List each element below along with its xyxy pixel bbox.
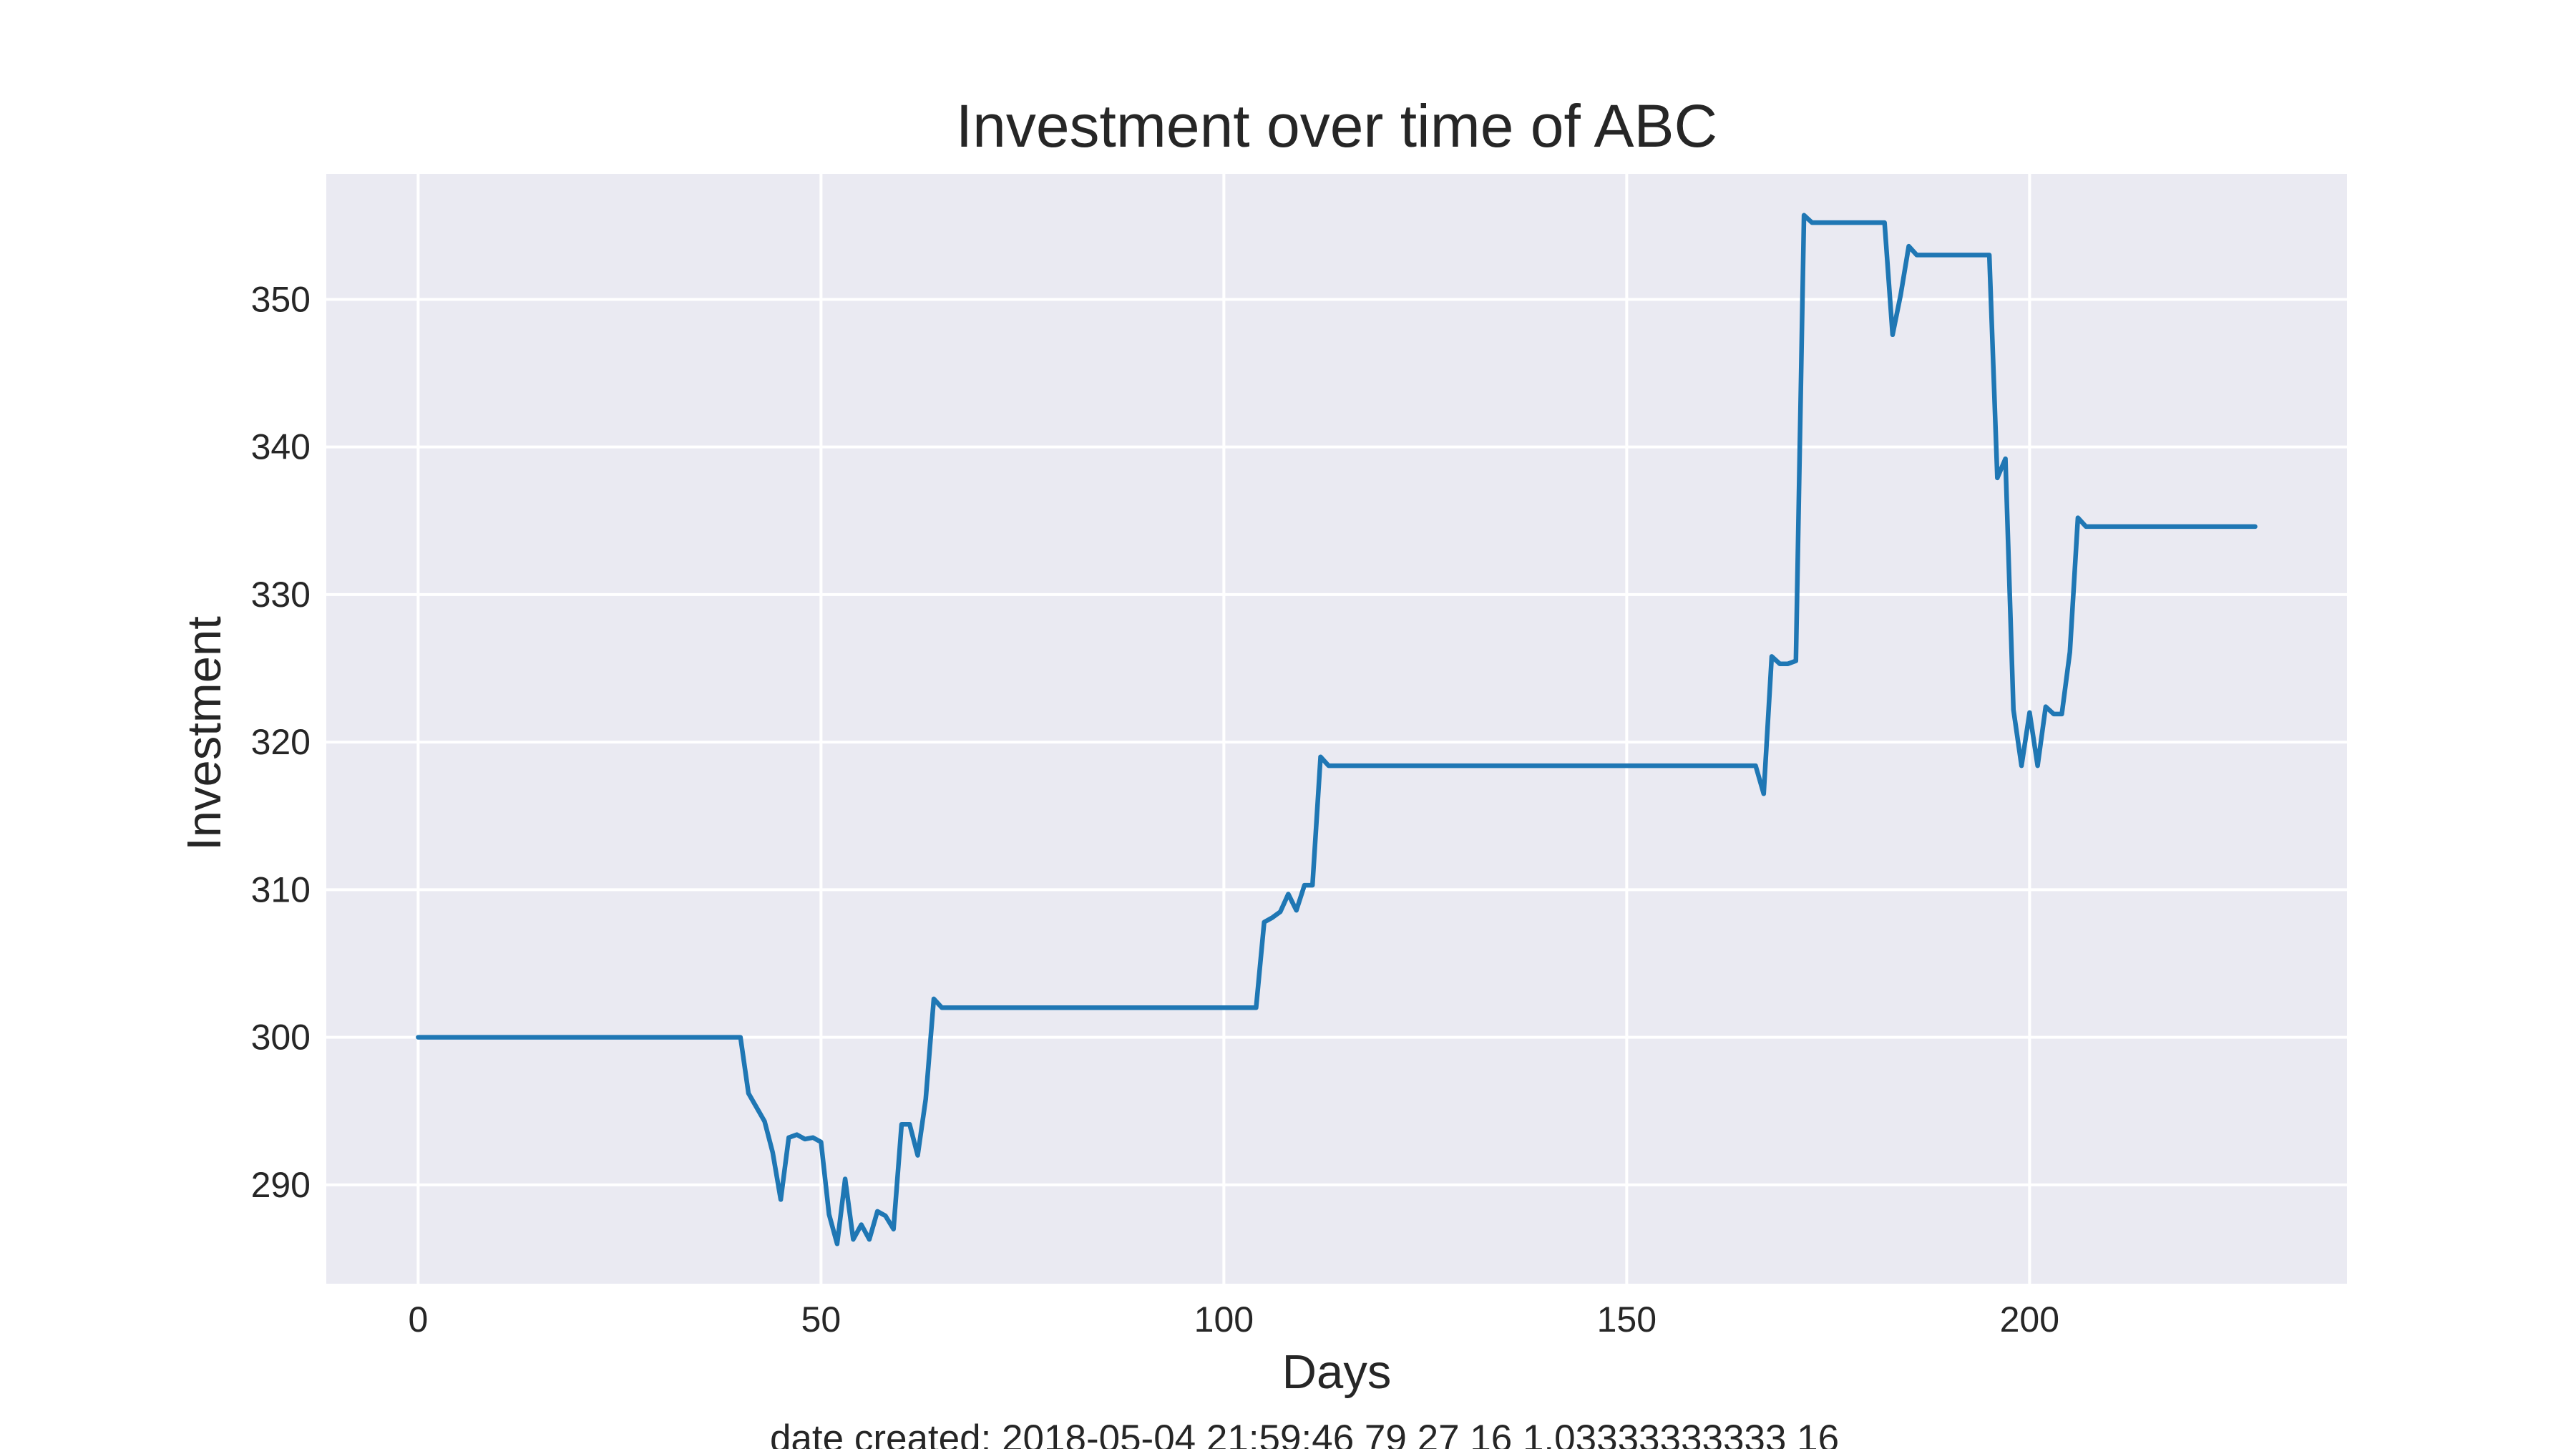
x-tick-label: 100 (1194, 1299, 1254, 1340)
y-tick-label: 320 (251, 722, 311, 762)
date-created-footer: date created: 2018-05-04 21:59:46 79 27 … (770, 1418, 1839, 1449)
y-tick-label: 310 (251, 869, 311, 909)
y-axis-label: Investment (177, 616, 231, 851)
y-tick-label: 330 (251, 575, 311, 615)
x-axis-label: Days (1282, 1345, 1392, 1399)
investment-line (416, 213, 2258, 1246)
y-tick-label: 290 (251, 1165, 311, 1205)
x-tick-label: 150 (1597, 1299, 1657, 1340)
y-axis-ticks: 290 300 310 320 330 340 350 (251, 279, 311, 1205)
x-tick-label: 50 (801, 1299, 841, 1340)
chart-title: Investment over time of ABC (956, 92, 1717, 160)
x-tick-label: 200 (2000, 1299, 2059, 1340)
plot-background (326, 174, 2347, 1284)
y-tick-label: 300 (251, 1018, 311, 1058)
x-axis-ticks: 0 50 100 150 200 (408, 1299, 2059, 1340)
x-tick-label: 0 (408, 1299, 428, 1340)
y-tick-label: 350 (251, 279, 311, 319)
y-tick-label: 340 (251, 427, 311, 467)
